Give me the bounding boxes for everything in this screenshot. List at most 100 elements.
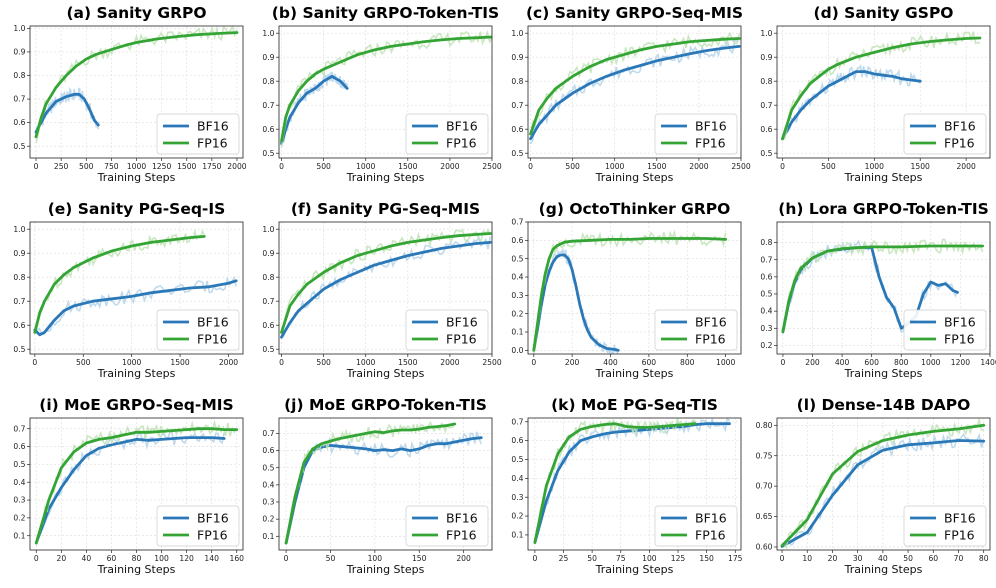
ytick-label: 0.7 [511,218,523,227]
series-fp16-line [532,237,727,352]
ytick-label: 1.0 [13,225,25,234]
xtick-label: 600 [642,358,657,367]
xtick-label: 1200 [951,358,970,367]
xtick-label: 500 [316,162,331,171]
series-fp16-line [780,423,986,548]
xtick-label: 1000 [127,162,146,171]
xtick-label: 0 [32,358,37,367]
xtick-label: 30 [853,554,863,563]
ytick-label: 0.8 [13,273,25,282]
legend: BF16 FP16 [156,113,240,155]
ytick-label: 0.9 [13,249,25,258]
ytick-label: 0.80 [756,421,773,430]
xtick-label: 200 [805,358,820,367]
ytick-label: 0.2 [13,513,25,522]
chart-panel-0: (a) Sanity GRPO 0.5 0.6 0.7 0.8 0.9 1.0 0 250 500… [0,0,249,196]
legend-label-bf16: BF16 [944,118,976,133]
xtick-label: 400 [835,358,850,367]
chart-panel-1: (b) Sanity GRPO-Token-TIS 0.5 0.6 0.7 0.8 0.9… [249,0,501,196]
xtick-label: 50 [587,554,597,563]
x-axis-label: Training Steps [595,367,674,380]
series-bf16-line [780,439,986,548]
xtick-label: 0 [531,358,536,367]
ytick-label: 0.7 [13,297,25,306]
ytick-label: 0.7 [13,424,25,433]
ytick-label: 0.2 [262,515,274,524]
xtick-label: 1750 [202,162,221,171]
ytick-label: 0.6 [760,272,772,281]
xtick-label: 200 [565,358,580,367]
x-axis-label: Training Steps [595,171,674,184]
xtick-label: 75 [616,554,626,563]
x-axis-label: Training Steps [346,171,425,184]
chart-title: (j) MoE GRPO-Token-TIS [284,396,487,414]
chart-title: (f) Sanity PG-Seq-MIS [291,200,480,218]
ytick-label: 0.7 [760,255,772,264]
ytick-label: 0.8 [262,77,274,86]
legend-label-fp16: FP16 [695,527,726,542]
chart-panel-11: (l) Dense-14B DAPO 0.60 0.65 0.70 0.75 0.80 0 1… [747,392,996,588]
series-fp16-line [529,37,741,136]
series-fp16-line [34,427,239,545]
xtick-label: 80 [132,554,142,563]
xtick-label: 2000 [956,162,975,171]
ytick-label: 0.7 [760,101,772,110]
legend: BF16 FP16 [405,309,489,351]
series-fp16-line [781,244,984,334]
chart-title: (b) Sanity GRPO-Token-TIS [272,4,499,22]
ytick-label: 0.60 [756,543,773,552]
chart-svg-2: (c) Sanity GRPO-Seq-MIS 0.5 0.6 0.7 0.8 0.9 1.… [511,4,750,184]
xtick-label: 50 [903,554,913,563]
plot-frame [527,417,742,551]
xtick-label: 0 [34,554,39,563]
legend: BF16 FP16 [903,505,987,547]
xtick-label: 2500 [482,358,501,367]
xtick-label: 2000 [219,358,238,367]
ytick-label: 0.75 [756,451,773,460]
ytick-label: 0.1 [13,531,25,540]
ytick-label: 0.9 [262,249,274,258]
x-axis-label: Training Steps [97,563,176,576]
xtick-label: 0 [780,554,785,563]
xtick-label: 500 [565,162,580,171]
chart-title: (l) Dense-14B DAPO [797,396,971,414]
chart-panel-8: (i) MoE GRPO-Seq-MIS 0.1 0.2 0.3 0.4 0.5 0.6 0.… [0,392,249,588]
chart-svg-0: (a) Sanity GRPO 0.5 0.6 0.7 0.8 0.9 1.0 0 250 500… [13,4,246,184]
chart-svg-11: (l) Dense-14B DAPO 0.60 0.65 0.70 0.75 0.80 0 1… [756,396,991,576]
x-axis-label: Training Steps [595,563,674,576]
legend-label-fp16: FP16 [446,331,477,346]
ytick-label: 0.6 [760,125,772,134]
xtick-label: 0 [780,162,785,171]
xtick-label: 1500 [398,358,417,367]
legend-label-fp16: FP16 [197,135,228,150]
legend: BF16 FP16 [654,309,738,351]
legend-label-bf16: BF16 [446,314,478,329]
ytick-label: 0.6 [13,442,25,451]
ytick-label: 0.9 [262,53,274,62]
ytick-label: 0.5 [760,149,772,158]
legend: BF16 FP16 [654,113,738,155]
xtick-label: 2000 [227,162,246,171]
xtick-label: 70 [954,554,964,563]
chart-svg-8: (i) MoE GRPO-Seq-MIS 0.1 0.2 0.3 0.4 0.5 0.6 0.… [13,396,244,576]
ytick-label: 0.9 [760,53,772,62]
xtick-label: 2500 [482,162,501,171]
ytick-label: 0.4 [262,480,274,489]
ytick-label: 0.5 [13,460,25,469]
chart-svg-3: (d) Sanity GSPO 0.5 0.6 0.7 0.8 0.9 1.0 0 500 100… [760,4,991,184]
xtick-label: 0 [279,162,284,171]
ytick-label: 0.4 [511,474,523,483]
legend-label-bf16: BF16 [695,510,727,525]
chart-svg-6: (g) OctoThinker GRPO 0.0 0.1 0.2 0.3 0.4 0.5 0.… [511,200,742,380]
ytick-label: 0.6 [262,321,274,330]
ytick-label: 1.0 [13,24,25,33]
legend: BF16 FP16 [903,113,987,155]
plot-frame [776,417,991,551]
ytick-label: 1.0 [262,225,274,234]
series-bf16-line [34,93,100,134]
ytick-label: 0.70 [756,482,773,491]
ytick-label: 0.3 [13,496,25,505]
ytick-label: 0.5 [13,142,25,151]
series-bf16-line [33,279,238,337]
